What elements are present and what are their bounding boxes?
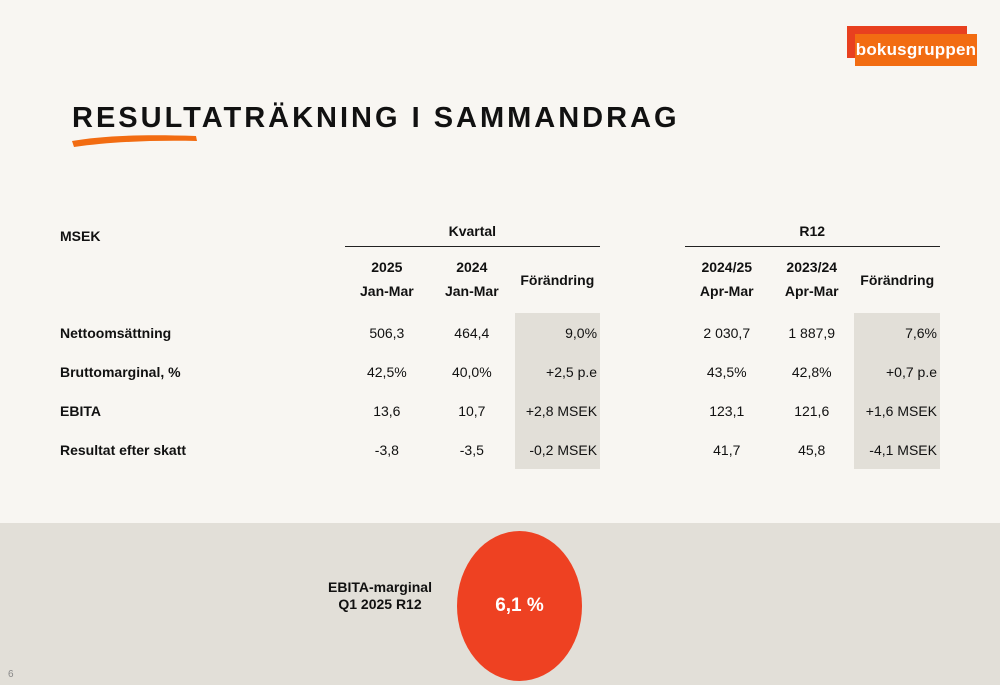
row-label: EBITA	[60, 402, 101, 419]
change-cell: +2,8 MSEK	[514, 391, 601, 430]
logo-text: bokusgruppen	[855, 34, 977, 66]
col-change: Förändring	[520, 272, 595, 288]
change-cell: -4,1 MSEK	[854, 430, 940, 469]
cell: 42,5%	[366, 363, 407, 380]
col-change: Förändring	[860, 272, 935, 288]
change-cell: 9,0%	[514, 313, 601, 352]
change-cell: +0,7 p.e	[854, 352, 940, 391]
ebita-margin-label-line2: Q1 2025 R12	[338, 596, 422, 612]
cell: 2 030,7	[703, 324, 751, 341]
cell: 464,4	[454, 324, 490, 341]
col-period: Jan-Mar	[444, 283, 499, 299]
brush-underline	[72, 135, 197, 147]
ebita-margin-value: 6,1 %	[495, 595, 544, 616]
change-cell: -0,2 MSEK	[514, 430, 601, 469]
cell: 1 887,9	[788, 324, 836, 341]
row-label: Bruttomarginal, %	[60, 363, 181, 380]
row-label: Resultat efter skatt	[60, 441, 187, 458]
col-period: Apr-Mar	[784, 283, 839, 299]
change-cell: +2,5 p.e	[514, 352, 601, 391]
group-kvartal: Kvartal	[344, 216, 601, 247]
cell: 42,8%	[791, 363, 832, 380]
cell: 40,0%	[451, 363, 492, 380]
cell: 41,7	[713, 441, 741, 458]
cell: 121,6	[794, 402, 830, 419]
change-cell: 7,6%	[854, 313, 940, 352]
table-row: EBITA 13,6 10,7 +2,8 MSEK 123,1 121,6 +1…	[60, 391, 940, 430]
table-row: Bruttomarginal, % 42,5% 40,0% +2,5 p.e 4…	[60, 352, 940, 391]
row-label: Nettoomsättning	[60, 324, 172, 341]
cell: -3,8	[374, 441, 399, 458]
cell: 10,7	[458, 402, 486, 419]
page-title: RESULTATRÄKNING I SAMMANDRAG	[72, 102, 680, 134]
group-r12: R12	[684, 216, 940, 247]
ebita-margin-circle: 6,1 %	[457, 531, 582, 681]
col-year: 2024	[456, 259, 488, 275]
cell: 13,6	[373, 402, 401, 419]
table-row: Resultat efter skatt -3,8 -3,5 -0,2 MSEK…	[60, 430, 940, 469]
col-year: 2024/25	[701, 259, 753, 275]
income-statement-table: MSEK Kvartal R12 2025 2024 Förändring 20…	[60, 216, 940, 469]
cell: 123,1	[709, 402, 745, 419]
table-row: Nettoomsättning 506,3 464,4 9,0% 2 030,7…	[60, 313, 940, 352]
change-cell: +1,6 MSEK	[854, 391, 940, 430]
cell: -3,5	[459, 441, 484, 458]
ebita-margin-label: EBITA-marginal Q1 2025 R12	[300, 579, 460, 613]
cell: 45,8	[798, 441, 826, 458]
cell: 43,5%	[706, 363, 747, 380]
cell: 506,3	[369, 324, 405, 341]
col-year: 2023/24	[786, 259, 838, 275]
bokusgruppen-logo: bokusgruppen	[847, 26, 977, 68]
row-header-msek: MSEK	[60, 228, 101, 244]
ebita-margin-label-line1: EBITA-marginal	[328, 579, 432, 595]
col-period: Apr-Mar	[699, 283, 754, 299]
page-number: 6	[8, 669, 14, 680]
col-period: Jan-Mar	[360, 283, 414, 299]
col-year: 2025	[371, 259, 403, 275]
